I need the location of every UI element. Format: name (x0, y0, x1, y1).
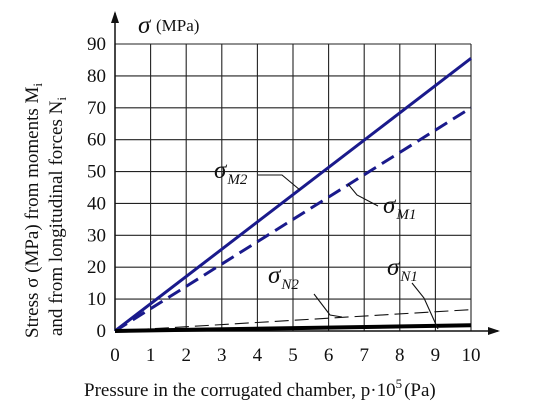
x-tick-label: 10 (462, 345, 481, 366)
tick-labels: 0 1 2 3 4 5 6 7 8 9 10 0 10 20 30 40 50 60 70 80 90 (87, 34, 481, 366)
series-line-m1 (114, 106, 472, 333)
x-tick-label: 5 (288, 345, 298, 366)
axes (111, 11, 500, 335)
x-tick-label: 8 (395, 345, 405, 366)
series-line-n1 (114, 323, 472, 333)
y-tick-label: 0 (97, 321, 107, 342)
x-tick-label: 3 (217, 345, 227, 366)
series-label-m1: σM1 (383, 192, 416, 223)
x-tick-label: 0 (110, 345, 120, 366)
y-tick-label: 90 (87, 34, 106, 55)
series-label-m2: σM2 (214, 157, 248, 188)
y-tick-label: 60 (87, 130, 106, 151)
y-axis-label-line1: Stress σ (MPa) from moments Mi (22, 83, 45, 338)
x-axis-label: Pressure in the corrugated chamber, p·10… (84, 376, 436, 401)
x-tick-label: 7 (359, 345, 369, 366)
series-line-m2 (114, 57, 472, 333)
y-axis-unit-label: (MPa) (156, 16, 199, 35)
x-axis-arrow (488, 327, 500, 335)
series-label-leader-m2 (258, 174, 301, 191)
series-label-n1: σN1 (387, 254, 418, 285)
y-tick-label: 70 (87, 98, 106, 119)
x-tick-label: 2 (181, 345, 191, 366)
series-label-leader-n1 (411, 282, 439, 330)
x-tick-label: 9 (431, 345, 441, 366)
y-tick-label: 30 (87, 225, 106, 246)
y-axis-arrow (111, 11, 119, 23)
x-tick-label: 4 (253, 345, 263, 366)
series-lines (114, 57, 472, 333)
y-tick-label: 50 (87, 162, 106, 183)
series-label-leader-n2 (313, 293, 343, 318)
y-tick-label: 40 (87, 193, 106, 214)
series-label-n2: σN2 (268, 262, 299, 293)
y-axis-label-line2: and from longitudinal forces Ni (46, 97, 69, 336)
y-tick-label: 20 (87, 257, 106, 278)
x-tick-label: 6 (324, 345, 334, 366)
series-labels: σM2 σM1 σN2 σN1 (214, 157, 439, 330)
y-tick-label: 80 (87, 66, 106, 87)
y-tick-label: 10 (87, 289, 106, 310)
y-axis-label-line2-sub: i (54, 97, 69, 101)
series-label-leader-m1 (347, 183, 379, 207)
x-axis-label-sup: 5 (396, 376, 403, 391)
x-tick-label: 1 (146, 345, 156, 366)
y-axis-label-line1-sub: i (30, 83, 45, 87)
y-axis-symbol: σ (138, 12, 152, 39)
